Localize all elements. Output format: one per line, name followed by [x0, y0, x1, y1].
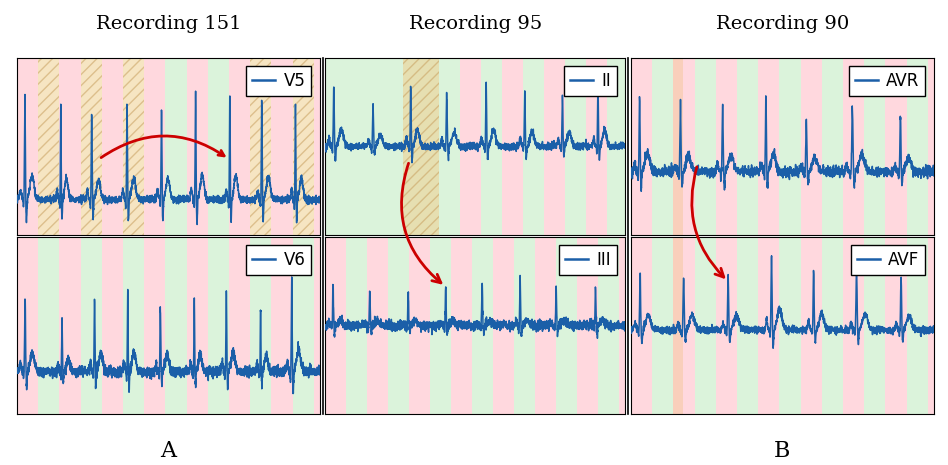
Bar — [673, 58, 683, 235]
Bar — [619, 237, 626, 414]
Bar — [101, 58, 123, 235]
Bar — [293, 237, 314, 414]
Bar — [928, 237, 934, 414]
Bar — [389, 237, 410, 414]
Bar — [716, 58, 737, 235]
Bar — [208, 237, 229, 414]
Bar — [779, 58, 800, 235]
Text: Recording 151: Recording 151 — [96, 14, 241, 33]
Bar — [673, 237, 683, 414]
Bar — [652, 58, 673, 235]
Bar — [800, 58, 822, 235]
Legend: V6: V6 — [246, 246, 312, 275]
Legend: AVR: AVR — [848, 66, 925, 96]
Bar — [250, 58, 271, 235]
Bar — [271, 58, 293, 235]
Text: B: B — [775, 440, 791, 462]
Text: Recording 90: Recording 90 — [716, 14, 849, 33]
Bar — [906, 58, 928, 235]
Bar — [737, 237, 758, 414]
Bar — [314, 237, 319, 414]
Bar — [165, 237, 187, 414]
Legend: AVF: AVF — [851, 246, 925, 275]
Bar — [885, 58, 906, 235]
Legend: II: II — [564, 66, 617, 96]
Bar — [716, 237, 737, 414]
Bar — [38, 237, 60, 414]
Bar — [515, 237, 536, 414]
Bar — [404, 58, 440, 235]
Bar — [38, 58, 60, 235]
Bar — [556, 237, 577, 414]
Bar — [822, 237, 843, 414]
Bar — [17, 58, 38, 235]
Bar — [906, 237, 928, 414]
Bar — [885, 237, 906, 414]
Bar — [229, 58, 250, 235]
Text: Recording 95: Recording 95 — [409, 14, 542, 33]
Bar — [123, 237, 144, 414]
Bar — [461, 58, 482, 235]
Bar — [502, 58, 523, 235]
Bar — [608, 58, 626, 235]
Bar — [293, 58, 314, 235]
Bar — [451, 237, 472, 414]
Bar — [577, 237, 598, 414]
Bar — [346, 237, 368, 414]
Bar — [144, 58, 165, 235]
Bar — [60, 58, 81, 235]
Bar — [165, 58, 187, 235]
Bar — [482, 58, 502, 235]
Bar — [928, 58, 934, 235]
Bar — [565, 58, 587, 235]
Bar — [865, 58, 885, 235]
Bar — [673, 58, 695, 235]
Bar — [631, 237, 652, 414]
Bar — [472, 237, 493, 414]
Bar — [325, 58, 461, 235]
Bar — [187, 58, 208, 235]
Bar — [800, 237, 822, 414]
Bar — [779, 237, 800, 414]
Bar — [587, 58, 608, 235]
Bar — [598, 237, 619, 414]
Legend: III: III — [559, 246, 617, 275]
Bar — [544, 58, 565, 235]
Bar — [101, 237, 123, 414]
Bar — [865, 237, 885, 414]
Bar — [250, 237, 271, 414]
Bar — [822, 58, 843, 235]
Bar — [81, 237, 101, 414]
Bar — [652, 237, 673, 414]
Bar — [410, 237, 430, 414]
Bar — [314, 58, 319, 235]
Bar — [536, 237, 556, 414]
Bar — [325, 237, 346, 414]
Bar — [229, 237, 250, 414]
Bar — [81, 58, 101, 235]
Bar — [123, 58, 144, 235]
Bar — [60, 237, 81, 414]
Bar — [523, 58, 544, 235]
Bar — [144, 237, 165, 414]
Bar — [187, 237, 208, 414]
Bar — [368, 237, 389, 414]
Bar — [631, 58, 652, 235]
Legend: V5: V5 — [246, 66, 312, 96]
Bar — [695, 237, 716, 414]
Bar — [673, 237, 695, 414]
Bar — [695, 58, 716, 235]
Bar — [843, 58, 865, 235]
Text: A: A — [160, 440, 176, 462]
Bar — [271, 237, 293, 414]
Bar — [843, 237, 865, 414]
Bar — [737, 58, 758, 235]
Bar — [758, 237, 779, 414]
Bar — [493, 237, 515, 414]
Bar — [208, 58, 229, 235]
Bar — [758, 58, 779, 235]
Bar — [430, 237, 451, 414]
Bar — [17, 237, 38, 414]
